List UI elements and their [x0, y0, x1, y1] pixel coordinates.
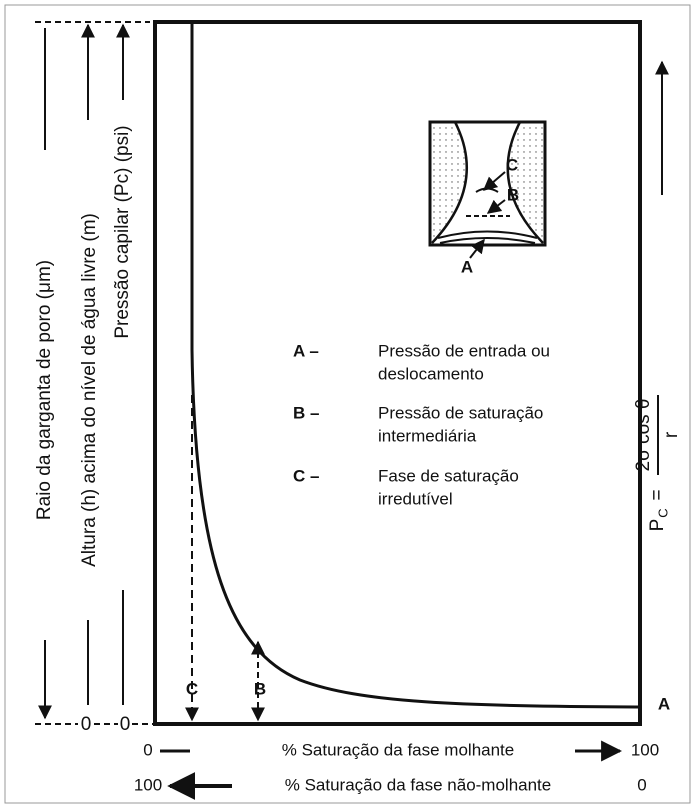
diagram: C B A 0 0 Raio da garganta de poro (μm) …	[0, 0, 696, 809]
inset-label: C	[506, 155, 518, 174]
legend-text: deslocamento	[378, 364, 484, 383]
outer-frame	[5, 5, 690, 803]
legend-text: Pressão de saturação	[378, 403, 543, 422]
bottom-start: 0	[143, 740, 152, 759]
formula-lhs: P	[647, 519, 668, 532]
formula-sub: C	[655, 508, 670, 517]
curve-label: C	[186, 679, 198, 698]
inset-label: B	[507, 185, 519, 204]
left-axis-label: Raio da garganta de poro (μm)	[34, 260, 55, 520]
legend-text: intermediária	[378, 426, 477, 445]
curve-label: A	[658, 694, 670, 713]
bottom-label: % Saturação da fase molhante	[282, 740, 514, 759]
inset: C B A	[430, 122, 545, 276]
zero-label: 0	[120, 714, 131, 735]
body: {"left_axes": [ {"label": "Raio da garga…	[0, 0, 696, 809]
formula-numerator: 2σ cos θ	[633, 399, 654, 472]
legend-key: A –	[293, 341, 319, 360]
curve-label: B	[254, 679, 266, 698]
bottom-start: 100	[134, 775, 162, 794]
left-axis-label: Pressão capilar (Pc) (psi)	[112, 125, 133, 338]
legend-text: irredutível	[378, 489, 453, 508]
legend: A – Pressão de entrada ou deslocamento B – P…	[293, 341, 550, 508]
bottom-end: 0	[637, 775, 646, 794]
legend-key: C –	[293, 466, 319, 485]
legend-text: Pressão de entrada ou	[378, 341, 550, 360]
bottom-end: 100	[631, 740, 659, 759]
left-axis-label: Altura (h) acima do nível de água livre …	[79, 213, 100, 567]
zero-label: 0	[81, 714, 92, 735]
bottom-label: % Saturação da fase não-molhante	[285, 775, 552, 794]
formula-denominator: r	[661, 431, 682, 438]
formula-equals: =	[647, 489, 668, 500]
inset-label: A	[461, 257, 473, 276]
legend-text: Fase de saturação	[378, 466, 519, 485]
legend-key: B –	[293, 403, 319, 422]
page: Pressão capilar body { margin: 0; backgr…	[0, 0, 696, 809]
